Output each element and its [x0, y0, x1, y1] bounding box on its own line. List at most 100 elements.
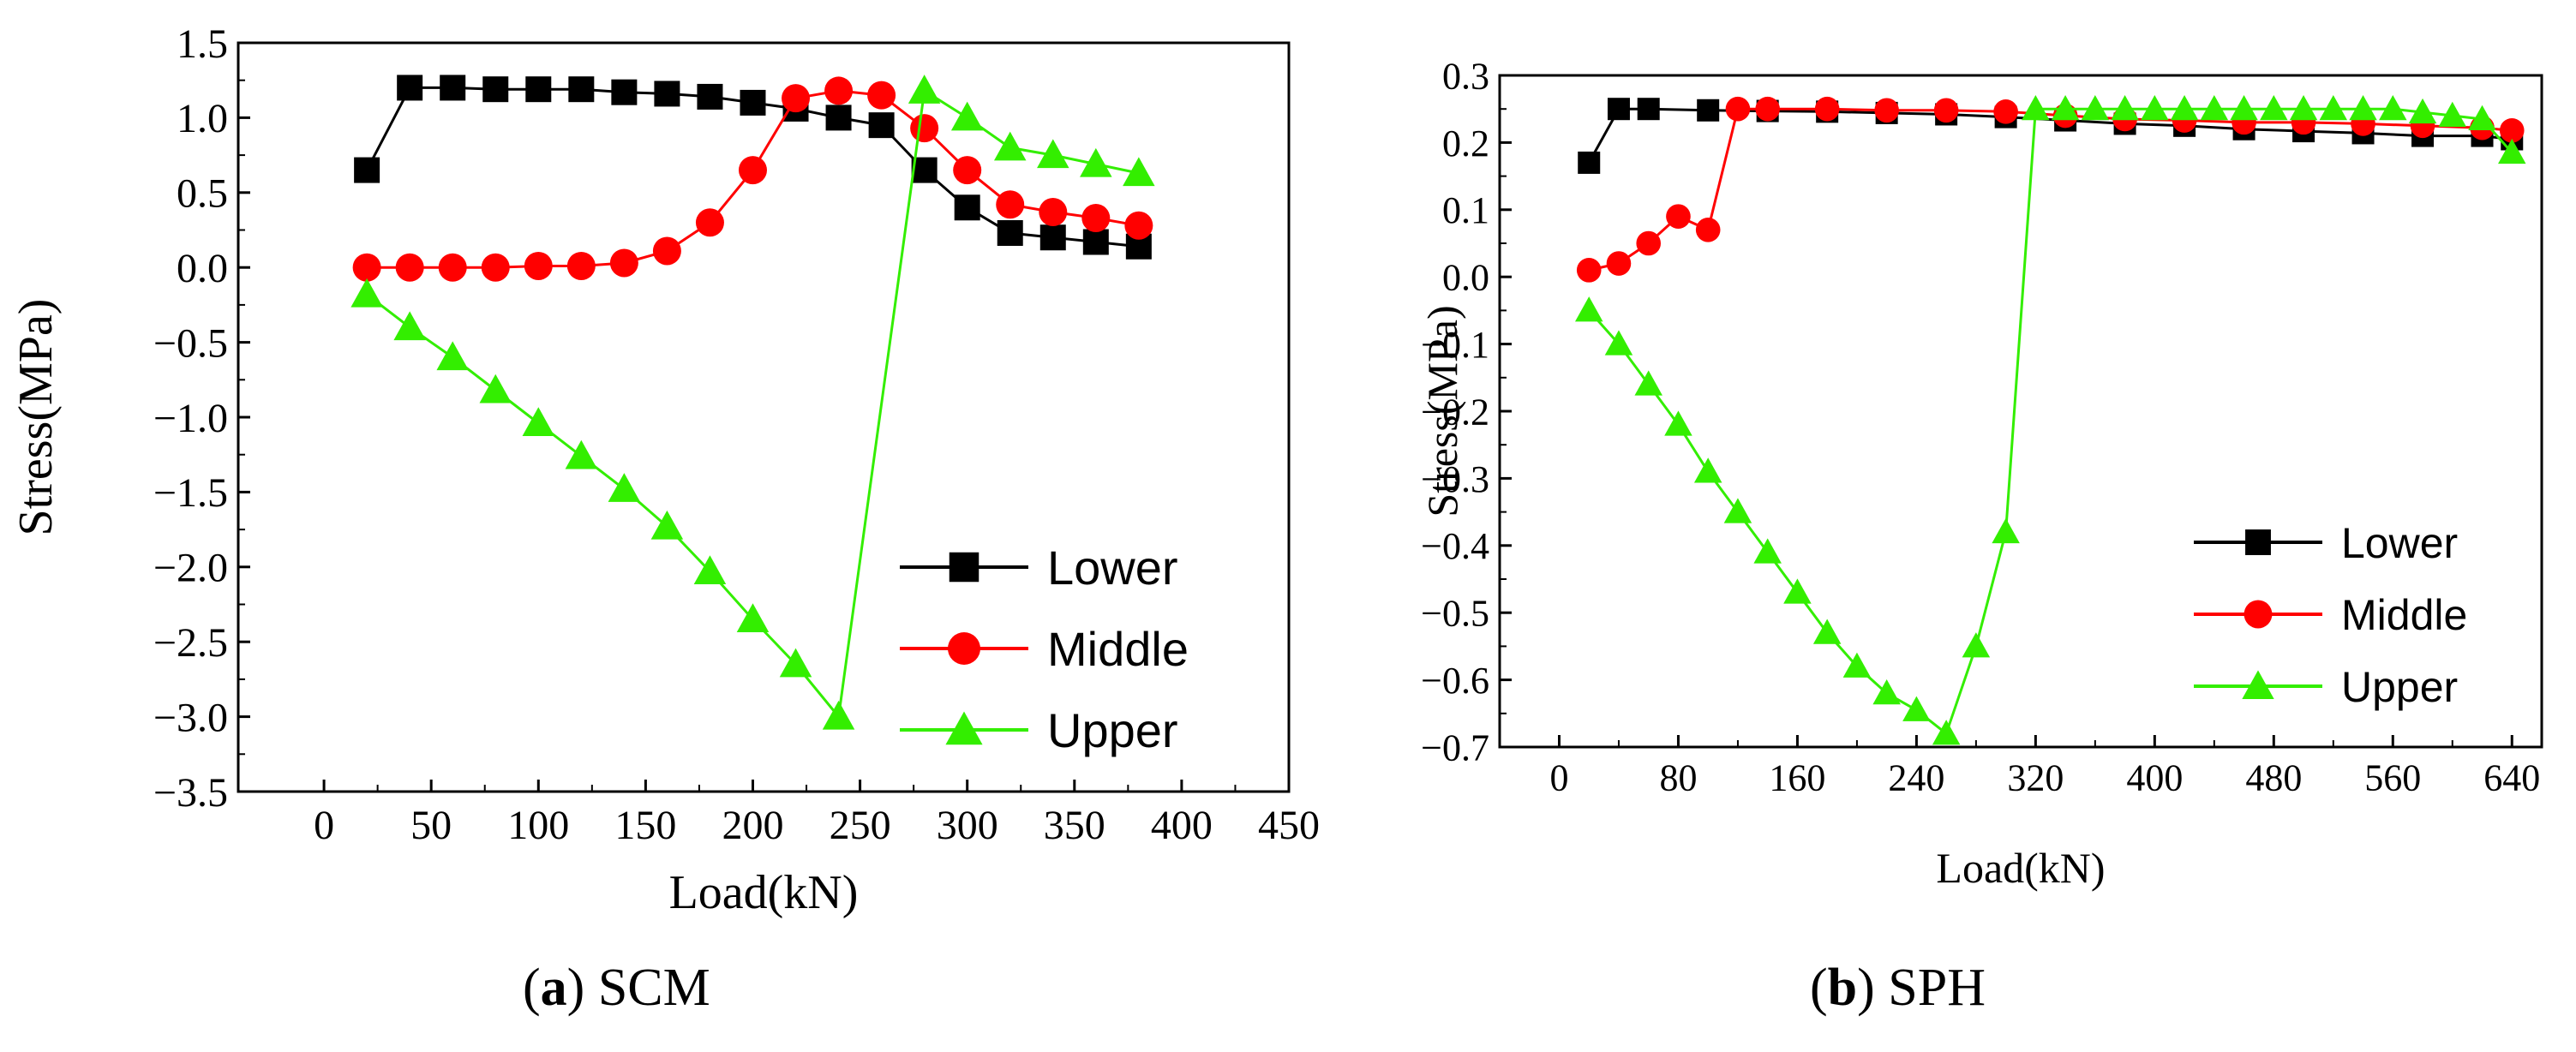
data-point-upper — [2319, 94, 2348, 121]
legend-marker-middle — [948, 632, 980, 665]
y-tick-label: −3.0 — [153, 695, 228, 740]
series-upper — [1574, 94, 2526, 745]
data-point-middle — [910, 114, 939, 143]
y-tick-label: −0.1 — [1421, 324, 1489, 366]
data-point-upper — [822, 700, 855, 730]
y-tick-label: 0.2 — [1442, 123, 1489, 164]
data-point-lower — [440, 75, 466, 101]
data-point-upper — [650, 510, 684, 540]
y-tick-label: 1.5 — [177, 21, 228, 67]
data-point-middle — [1606, 251, 1632, 276]
data-point-middle — [1636, 230, 1662, 256]
x-tick-label: 640 — [2483, 757, 2540, 799]
series-middle — [1576, 96, 2525, 283]
data-point-middle — [1124, 211, 1153, 240]
y-tick-label: −2.5 — [153, 620, 228, 666]
data-point-upper — [1932, 720, 1961, 745]
y-tick-label: −0.7 — [1421, 726, 1489, 768]
x-axis-label: Load(kN) — [1936, 844, 2105, 892]
data-point-upper — [1634, 370, 1662, 396]
data-point-upper — [1604, 330, 1633, 356]
data-point-upper — [2408, 98, 2437, 124]
data-point-lower — [954, 194, 980, 221]
y-tick-label: −0.2 — [1421, 391, 1489, 433]
data-point-upper — [2289, 94, 2318, 121]
y-tick-label: −2.0 — [153, 546, 228, 591]
legend-marker-lower — [2245, 529, 2271, 555]
x-tick-label: 160 — [1769, 757, 1825, 799]
x-tick-label: 350 — [1044, 803, 1105, 848]
y-tick-label: 0.0 — [1442, 257, 1489, 299]
x-tick-label: 300 — [937, 803, 998, 848]
x-tick-label: 400 — [1151, 803, 1213, 848]
x-tick-label: 450 — [1258, 803, 1320, 848]
caption-a: (a) SCM — [523, 959, 710, 1017]
data-point-middle — [738, 156, 767, 185]
data-point-lower — [1607, 98, 1630, 121]
data-point-middle — [481, 253, 510, 282]
legend-label-middle: Middle — [2341, 591, 2467, 639]
data-point-upper — [522, 407, 555, 436]
data-point-upper — [908, 75, 941, 104]
data-point-upper — [2022, 94, 2050, 121]
data-point-upper — [608, 473, 641, 502]
caption-b: (b) SPH — [1810, 959, 1986, 1017]
data-point-middle — [1081, 204, 1111, 233]
y-axis-label: Stress(MPa) — [9, 299, 63, 536]
chart-panel-b: 0.3 0.2 0.1 0.0 −0.1 −0.2 −0.3 −0.4 −0.5 −0.6 −0.7… — [1418, 55, 2543, 892]
y-tick-label: −1.0 — [153, 396, 228, 441]
data-point-middle — [695, 208, 724, 237]
data-point-lower — [740, 89, 766, 116]
data-point-middle — [953, 156, 982, 185]
data-point-middle — [1695, 218, 1721, 242]
data-point-upper — [565, 439, 598, 469]
data-point-middle — [1874, 98, 1899, 123]
data-point-middle — [996, 190, 1025, 219]
data-point-middle — [867, 81, 896, 110]
data-point-upper — [1123, 157, 1155, 187]
data-point-upper — [693, 555, 727, 585]
data-point-upper — [1842, 652, 1872, 678]
data-point-middle — [395, 253, 424, 282]
data-point-middle — [524, 251, 553, 280]
data-point-upper — [2170, 94, 2199, 121]
data-point-upper — [1080, 147, 1112, 177]
legend-label-upper: Upper — [1047, 703, 1178, 757]
data-point-upper — [950, 101, 984, 131]
data-point-lower — [868, 112, 895, 139]
data-point-lower — [397, 75, 423, 101]
data-point-upper — [993, 131, 1027, 161]
data-point-middle — [782, 84, 811, 113]
data-point-middle — [609, 248, 638, 278]
caption-a-text: SCM — [597, 959, 710, 1017]
data-point-upper — [1962, 632, 1991, 658]
data-point-upper — [393, 311, 426, 341]
data-point-upper — [1992, 517, 2020, 544]
data-point-middle — [1993, 99, 2018, 124]
data-point-upper — [2260, 94, 2288, 121]
data-point-upper — [479, 374, 512, 403]
plot-frame — [237, 41, 1291, 793]
data-point-upper — [1753, 538, 1782, 564]
y-tick-label: 1.0 — [177, 96, 228, 141]
data-point-upper — [1723, 498, 1752, 523]
data-point-lower — [1039, 224, 1066, 251]
x-tick-label: 560 — [2364, 757, 2421, 799]
x-tick-label: 80 — [1659, 757, 1697, 799]
data-point-lower — [697, 83, 723, 110]
legend: Lower Middle Upper — [2194, 519, 2467, 711]
data-point-lower — [654, 81, 680, 107]
y-tick-label: −0.3 — [1421, 458, 1489, 500]
x-tick-label: 240 — [1888, 757, 1944, 799]
data-point-middle — [2499, 117, 2525, 143]
data-point-middle — [1755, 96, 1780, 122]
data-point-middle — [1576, 258, 1602, 283]
x-axis-label: Load(kN) — [669, 866, 859, 919]
data-point-upper — [2498, 138, 2526, 164]
data-point-middle — [1933, 98, 1959, 123]
y-tick-label: −1.5 — [153, 470, 228, 516]
data-point-middle — [566, 251, 596, 280]
data-point-upper — [350, 278, 383, 308]
y-tick-label: −0.5 — [1421, 593, 1489, 635]
